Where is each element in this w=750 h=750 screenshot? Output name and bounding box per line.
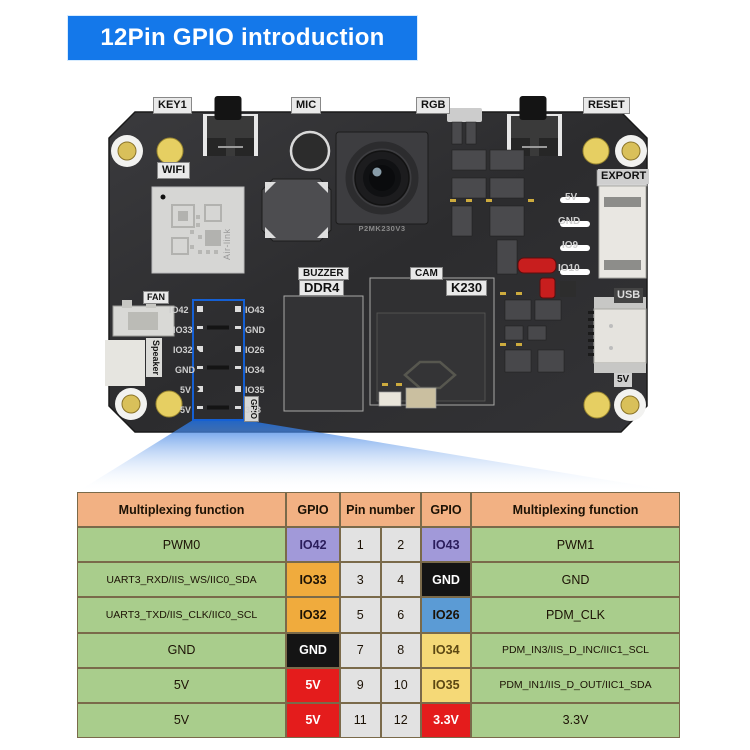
- svg-text:Air-link: Air-link: [222, 228, 232, 260]
